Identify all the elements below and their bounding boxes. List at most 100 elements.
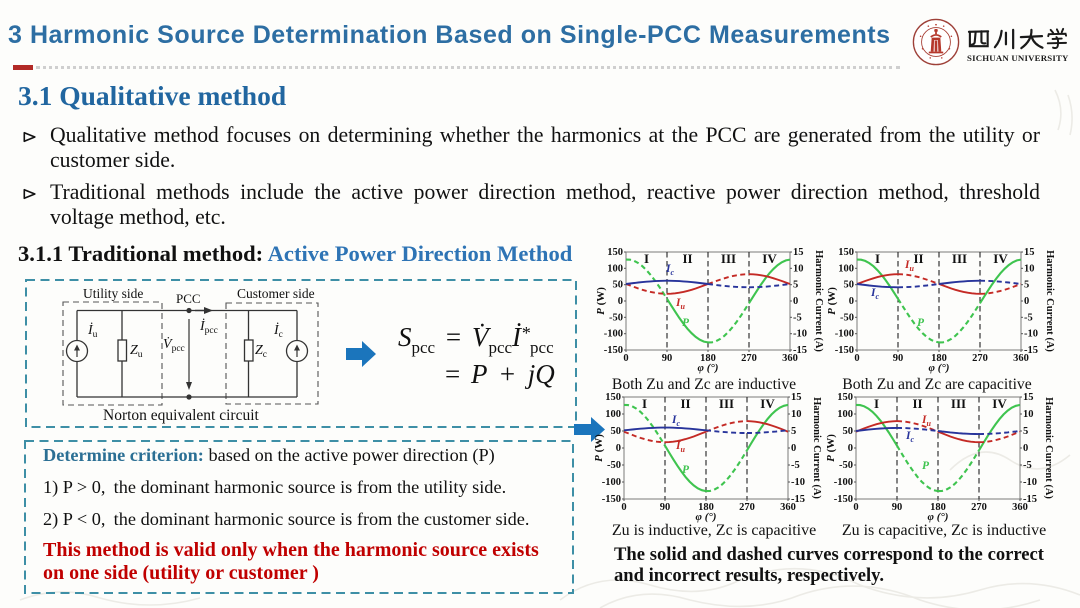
svg-text:I: I — [875, 251, 880, 266]
svg-text:-100: -100 — [835, 329, 854, 340]
svg-text:50: 50 — [613, 280, 624, 291]
svg-text:-150: -150 — [835, 345, 854, 356]
svg-text:Ic: Ic — [870, 287, 879, 301]
svg-text:I: I — [644, 251, 649, 266]
svg-text:180: 180 — [930, 502, 946, 513]
svg-text:Norton equivalent circuit: Norton equivalent circuit — [103, 407, 260, 424]
svg-text:IV: IV — [762, 251, 777, 266]
svg-text:Iu: Iu — [675, 440, 685, 454]
svg-text:II: II — [913, 251, 923, 266]
svg-text:270: 270 — [972, 353, 988, 364]
svg-text:Ic: Ic — [905, 430, 914, 444]
svg-text:-150: -150 — [834, 494, 853, 505]
svg-text:0: 0 — [1024, 296, 1029, 307]
svg-text:P: P — [682, 464, 690, 476]
svg-text:0: 0 — [616, 443, 621, 454]
svg-text:-15: -15 — [1024, 345, 1038, 356]
svg-text:90: 90 — [660, 502, 671, 513]
svg-text:Ic: Ic — [671, 414, 680, 428]
svg-text:-50: -50 — [840, 312, 854, 323]
svg-text:Iu: Iu — [921, 414, 931, 428]
svg-text:0: 0 — [618, 296, 623, 307]
svg-text:-10: -10 — [1023, 477, 1037, 488]
svg-text:0: 0 — [849, 296, 854, 307]
svg-text:100: 100 — [837, 409, 853, 420]
svg-text:15: 15 — [1024, 247, 1035, 258]
svg-text:Harmonic Current (A): Harmonic Current (A) — [813, 250, 824, 352]
svg-text:10: 10 — [1024, 263, 1035, 274]
svg-text:0: 0 — [621, 502, 626, 513]
svg-text:Harmonic Current (A): Harmonic Current (A) — [1044, 250, 1055, 352]
svg-text:360: 360 — [1013, 353, 1029, 364]
svg-text:10: 10 — [793, 263, 804, 274]
svg-text:360: 360 — [782, 353, 798, 364]
svg-text:φ (°): φ (°) — [928, 511, 949, 523]
svg-text:150: 150 — [837, 392, 853, 403]
svg-text:III: III — [951, 396, 966, 411]
svg-text:P (W): P (W) — [595, 287, 607, 315]
svg-text:10: 10 — [1023, 409, 1034, 420]
svg-text:-50: -50 — [839, 460, 853, 471]
svg-text:İpcc: İpcc — [199, 318, 218, 336]
svg-text:100: 100 — [607, 263, 623, 274]
svg-text:-10: -10 — [793, 329, 807, 340]
svg-text:V̇pcc: V̇pcc — [163, 336, 185, 354]
svg-text:150: 150 — [838, 247, 854, 258]
svg-text:270: 270 — [741, 353, 757, 364]
svg-text:P (W): P (W) — [593, 434, 605, 462]
svg-text:III: III — [952, 251, 967, 266]
svg-text:0: 0 — [1023, 443, 1028, 454]
svg-text:-5: -5 — [1024, 312, 1033, 323]
svg-text:IV: IV — [993, 251, 1008, 266]
svg-text:150: 150 — [605, 392, 621, 403]
svg-text:P: P — [682, 317, 690, 329]
svg-text:φ (°): φ (°) — [698, 362, 719, 374]
svg-text:φ (°): φ (°) — [696, 511, 717, 523]
svg-text:90: 90 — [662, 353, 673, 364]
svg-text:180: 180 — [698, 502, 714, 513]
svg-text:0: 0 — [854, 353, 859, 364]
svg-text:II: II — [682, 251, 692, 266]
svg-text:-10: -10 — [1024, 329, 1038, 340]
svg-text:Utility side: Utility side — [83, 286, 143, 301]
svg-text:270: 270 — [971, 502, 987, 513]
svg-text:P: P — [922, 460, 930, 472]
svg-text:0: 0 — [793, 296, 798, 307]
svg-text:I: I — [642, 396, 647, 411]
svg-text:-100: -100 — [604, 329, 623, 340]
svg-text:Ic: Ic — [665, 263, 674, 277]
svg-text:-10: -10 — [791, 477, 805, 488]
svg-text:II: II — [912, 396, 922, 411]
svg-text:P: P — [917, 317, 925, 329]
svg-text:φ (°): φ (°) — [929, 362, 950, 374]
svg-text:I: I — [874, 396, 879, 411]
svg-text:III: III — [719, 396, 734, 411]
svg-text:Iu: Iu — [904, 259, 914, 273]
svg-text:Zc: Zc — [255, 343, 267, 360]
svg-text:-5: -5 — [791, 460, 800, 471]
svg-text:5: 5 — [793, 280, 798, 291]
svg-text:100: 100 — [605, 409, 621, 420]
svg-text:-15: -15 — [1023, 494, 1037, 505]
svg-text:Harmonic Current (A): Harmonic Current (A) — [1043, 397, 1054, 499]
svg-text:P (W): P (W) — [826, 287, 838, 315]
svg-text:-5: -5 — [793, 312, 802, 323]
svg-text:50: 50 — [611, 426, 622, 437]
svg-text:Customer side: Customer side — [237, 286, 315, 301]
svg-text:-150: -150 — [604, 345, 623, 356]
svg-text:0: 0 — [848, 443, 853, 454]
svg-text:5: 5 — [791, 426, 796, 437]
svg-text:-50: -50 — [607, 460, 621, 471]
svg-text:-100: -100 — [834, 477, 853, 488]
svg-text:P (W): P (W) — [825, 434, 837, 462]
svg-text:İc: İc — [273, 322, 283, 340]
svg-text:5: 5 — [1023, 426, 1028, 437]
svg-text:-100: -100 — [602, 477, 621, 488]
svg-text:-15: -15 — [791, 494, 805, 505]
svg-text:PCC: PCC — [176, 291, 201, 306]
svg-text:-15: -15 — [793, 345, 807, 356]
svg-text:15: 15 — [791, 392, 802, 403]
svg-text:270: 270 — [739, 502, 755, 513]
svg-text:360: 360 — [780, 502, 796, 513]
svg-text:IV: IV — [992, 396, 1007, 411]
